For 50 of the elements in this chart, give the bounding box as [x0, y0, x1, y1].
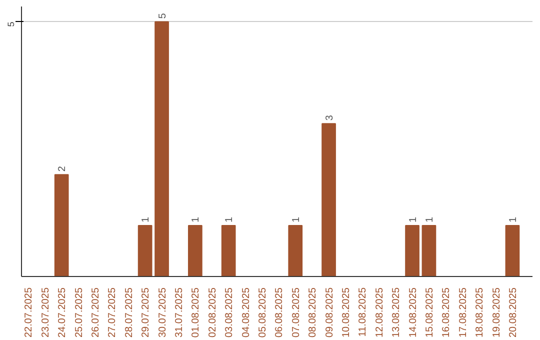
bar: [288, 225, 303, 276]
x-tick-label: 22.07.2025: [24, 287, 35, 338]
x-tick-label: 18.08.2025: [474, 287, 486, 338]
x-tick-label: 31.07.2025: [174, 287, 185, 338]
x-tick-label: 25.07.2025: [74, 287, 85, 338]
bar: [138, 225, 152, 276]
x-tick-label: 05.08.2025: [257, 287, 268, 338]
data-label: 2: [57, 166, 68, 172]
x-tick-label: 08.08.2025: [308, 287, 319, 338]
x-tick-label: 24.07.2025: [57, 287, 68, 338]
data-label: 3: [324, 114, 336, 121]
data-label: 5: [157, 12, 168, 19]
x-tick-label: 10.08.2025: [340, 287, 352, 338]
x-tick-label: 14.08.2025: [408, 287, 419, 338]
x-tick-label: 29.07.2025: [140, 287, 152, 338]
x-tick-label: 15.08.2025: [424, 287, 436, 338]
x-tick-label: 30.07.2025: [157, 287, 168, 338]
x-tick-label: 04.08.2025: [240, 287, 252, 338]
x-tick-label: 20.08.2025: [508, 287, 519, 338]
bar: [422, 225, 436, 276]
x-tick-label: 16.08.2025: [441, 287, 452, 338]
x-tick-label: 11.08.2025: [358, 287, 369, 337]
data-label: 1: [140, 216, 152, 223]
data-label: 1: [224, 216, 236, 223]
bar: [221, 225, 236, 276]
x-tick-label: 07.08.2025: [290, 287, 302, 338]
x-tick-label: 12.08.2025: [374, 287, 386, 338]
bar: [154, 21, 169, 276]
x-tick-label: 28.07.2025: [124, 287, 135, 338]
x-tick-label: 02.08.2025: [207, 287, 218, 338]
x-tick-label: 01.08.2025: [190, 287, 202, 338]
data-label: 1: [190, 216, 202, 223]
x-tick-label: 17.08.2025: [458, 287, 469, 338]
bar: [505, 225, 520, 276]
data-label: 1: [290, 216, 302, 223]
data-label: 1: [508, 216, 519, 223]
bar: [322, 123, 336, 276]
x-tick-label: 13.08.2025: [391, 287, 402, 338]
x-tick-label: 06.08.2025: [274, 287, 286, 338]
data-label: 1: [408, 216, 419, 223]
bar: [54, 174, 69, 276]
x-tick-label: 09.08.2025: [324, 287, 336, 338]
x-tick-label: 19.08.2025: [491, 287, 502, 338]
bar: [405, 225, 420, 276]
x-tick-label: 23.07.2025: [40, 287, 52, 338]
x-tick-label: 03.08.2025: [224, 287, 236, 338]
bar: [188, 225, 202, 276]
x-tick-label: 26.07.2025: [90, 287, 102, 338]
data-label: 1: [424, 216, 436, 223]
x-tick-label: 27.07.2025: [107, 287, 118, 338]
